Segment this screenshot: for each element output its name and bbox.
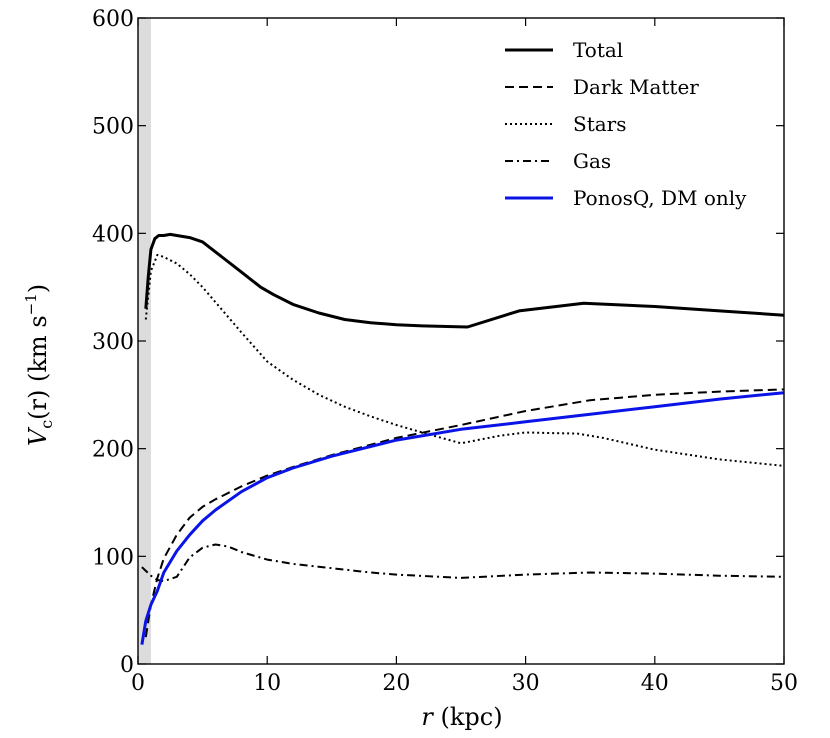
x-axis-label: r (kpc) bbox=[421, 703, 502, 731]
x-tick-label-10: 10 bbox=[253, 671, 281, 696]
plot-frame bbox=[137, 17, 785, 665]
x-tick-label-30: 30 bbox=[512, 671, 540, 696]
x-tick-label-50: 50 bbox=[770, 671, 798, 696]
series-layer bbox=[140, 232, 785, 645]
series-line-gas bbox=[141, 543, 785, 583]
y-tick-label-400: 400 bbox=[92, 222, 134, 247]
y-tick-label-600: 600 bbox=[92, 7, 134, 32]
legend-label-3: Gas bbox=[573, 149, 611, 173]
legend-label-0: Total bbox=[573, 38, 623, 62]
legend-label-2: Stars bbox=[573, 112, 627, 136]
legend: Total Dark Matter Stars Gas PonosQ, DM only bbox=[505, 38, 747, 210]
x-tick-label-0: 0 bbox=[131, 671, 145, 696]
series-line-total bbox=[144, 232, 785, 329]
legend-label-4: PonosQ, DM only bbox=[573, 186, 747, 210]
y-tick-label-100: 100 bbox=[92, 545, 134, 570]
series-line-dark-matter bbox=[144, 388, 785, 638]
y-tick-label-0: 0 bbox=[120, 653, 134, 678]
y-axis-label: Vc(r) (km s−1) bbox=[22, 284, 56, 446]
series-line-ponosq-dm-only bbox=[140, 391, 785, 645]
y-tick-label-200: 200 bbox=[92, 438, 134, 463]
y-tick-label-500: 500 bbox=[92, 115, 134, 140]
x-tick-label-20: 20 bbox=[382, 671, 410, 696]
x-tick-label-40: 40 bbox=[641, 671, 669, 696]
legend-label-1: Dark Matter bbox=[573, 75, 699, 99]
y-tick-label-300: 300 bbox=[92, 330, 134, 355]
series-line-stars bbox=[144, 253, 785, 467]
